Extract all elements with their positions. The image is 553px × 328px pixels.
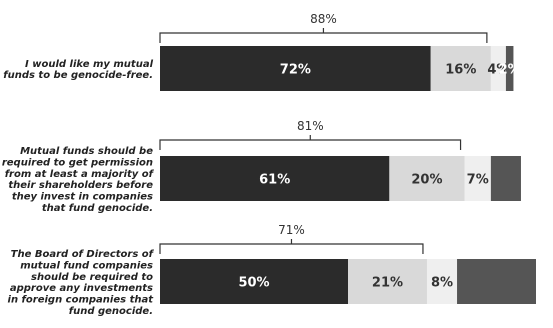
- category-label: required to get permission: [2, 157, 153, 168]
- data-label: 61%: [259, 173, 290, 188]
- bar-segment: [490, 156, 521, 201]
- category-label: they invest in companies: [12, 192, 153, 203]
- bracket: [159, 243, 424, 254]
- bracket: [159, 32, 488, 43]
- data-label: 7%: [467, 173, 489, 188]
- bracket: [159, 139, 462, 150]
- bar-segment: [426, 259, 458, 304]
- category-label: their shareholders before: [8, 180, 153, 191]
- category-label: Mutual funds should be: [20, 146, 153, 157]
- bar-segment: [505, 46, 514, 91]
- bracket-total-label: 81%: [297, 119, 324, 133]
- category-label: in foreign companies that: [8, 295, 155, 306]
- category-label: fund genocide.: [69, 306, 153, 317]
- bar-segment: [348, 259, 427, 304]
- bar-segment: [160, 259, 348, 304]
- data-label: 2%: [499, 63, 521, 78]
- data-label: 16%: [445, 63, 476, 78]
- bar-segment: [430, 46, 491, 91]
- category-label: I would like my mutual: [25, 59, 154, 70]
- bracket-total-label: 88%: [310, 12, 337, 26]
- data-label: 20%: [411, 173, 442, 188]
- bar-segment: [490, 46, 506, 91]
- bar-segment: [457, 259, 536, 304]
- category-label: mutual fund companies: [20, 260, 153, 271]
- bar-segment: [160, 156, 390, 201]
- data-label: 50%: [238, 276, 269, 291]
- data-label: 21%: [372, 276, 403, 291]
- category-label: that fund genocide.: [42, 203, 153, 214]
- category-label: The Board of Directors of: [11, 249, 155, 260]
- data-label: 4%: [487, 63, 509, 78]
- category-label: funds to be genocide-free.: [3, 70, 153, 81]
- bar-segment: [389, 156, 465, 201]
- bar-segment: [464, 156, 491, 201]
- bar-segment: [160, 46, 431, 91]
- data-label: 8%: [431, 276, 453, 291]
- data-label: 72%: [280, 63, 311, 78]
- category-label: should be required to: [31, 272, 153, 283]
- bracket-total-label: 71%: [278, 223, 305, 237]
- category-label: from at least a majority of: [5, 169, 155, 180]
- category-label: approve any investments: [10, 283, 153, 294]
